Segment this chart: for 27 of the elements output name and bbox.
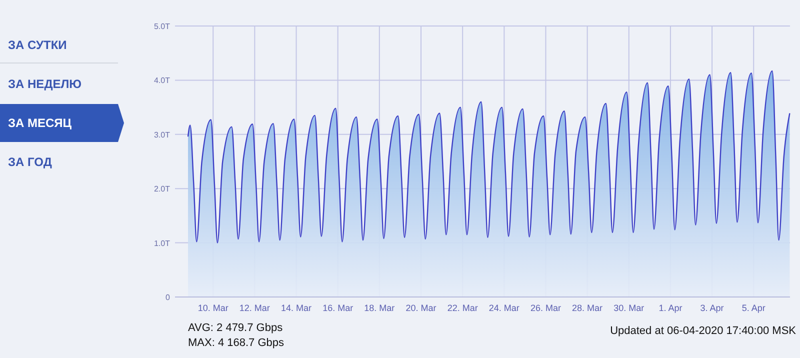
- x-tick-label: 5. Apr: [742, 303, 766, 313]
- x-tick-label: 20. Mar: [406, 303, 436, 313]
- x-tick-label: 16. Mar: [322, 303, 354, 313]
- y-tick-label: 4.0T: [154, 76, 170, 86]
- x-tick-label: 28. Mar: [572, 303, 603, 313]
- text: ЗА СУТКИ: [8, 38, 67, 52]
- x-tick-label: 30. Mar: [614, 303, 644, 313]
- x-tick-label: 1. Apr: [658, 303, 682, 313]
- x-tick-label: 10. Mar: [198, 303, 228, 313]
- x-tick-label: 22. Mar: [447, 303, 478, 313]
- x-tick-label: 18. Mar: [364, 303, 395, 313]
- text: MAX: 4 168.7 Gbps: [188, 337, 284, 349]
- y-tick-label: 1.0T: [154, 238, 170, 248]
- x-tick-label: 26. Mar: [530, 303, 561, 313]
- y-tick-label: 0: [166, 293, 171, 302]
- text: AVG: 2 479.7 Gbps: [188, 322, 284, 334]
- x-tick-label: 14. Mar: [281, 303, 312, 313]
- text: ЗА ГОД: [8, 155, 52, 169]
- x-tick-label: 3. Apr: [700, 303, 724, 313]
- text: ЗА МЕСЯЦ: [8, 116, 72, 130]
- x-tick-label: 12. Mar: [239, 303, 270, 313]
- y-tick-label: 3.0T: [154, 130, 170, 140]
- text: ЗА НЕДЕЛЮ: [8, 77, 82, 91]
- text: Updated at 06-04-2020 17:40:00 MSK: [610, 325, 797, 337]
- y-tick-label: 2.0T: [154, 184, 170, 194]
- y-tick-label: 5.0T: [154, 22, 170, 31]
- x-tick-label: 24. Mar: [488, 303, 520, 313]
